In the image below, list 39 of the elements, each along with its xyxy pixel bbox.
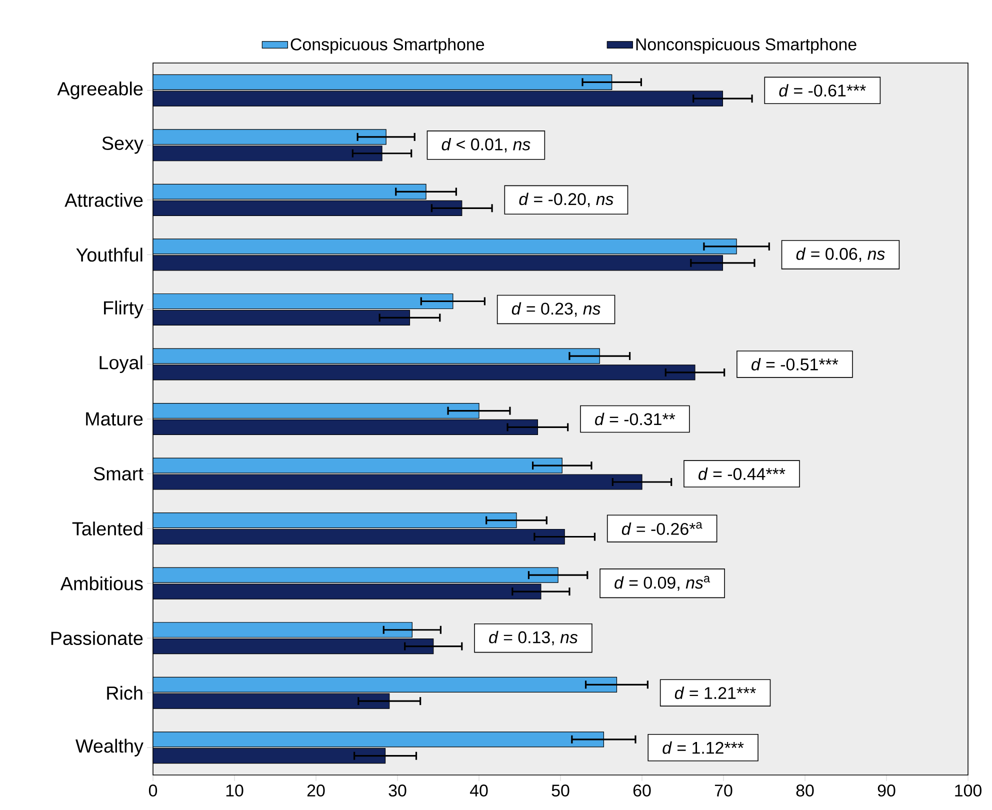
y-tick-label: Wealthy (76, 738, 144, 756)
x-tick-label: 100 (955, 784, 982, 797)
annotation: d = -0.61*** (779, 84, 866, 97)
annotation: d = 0.23, ns (512, 302, 600, 317)
y-tick-label: Mature (86, 412, 143, 426)
annotation: d < 0.01, ns (442, 138, 530, 152)
annotation: d = -0.44*** (698, 468, 786, 480)
annotation: d = 0.13, ns (489, 630, 578, 646)
x-tick-label: 20 (307, 784, 325, 797)
annotation: d = -0.20, ns (519, 192, 614, 208)
x-tick-label: 60 (633, 784, 651, 797)
annotation: d = 0.09, ns$^{a}$ (614, 576, 710, 591)
annotation: d = 0.06, ns (796, 247, 885, 262)
x-tick-label: 0 (148, 784, 158, 797)
y-tick-label: Smart (94, 467, 144, 480)
annotation: d = -0.26*$^{a}$ (622, 522, 702, 535)
y-tick-label: Attractive (64, 192, 143, 207)
x-tick-label: 40 (470, 784, 488, 797)
annotation: d = 1.21*** (674, 686, 756, 700)
annotation: d = 1.12*** (662, 741, 744, 754)
y-tick-label: Sexy (102, 136, 144, 154)
y-tick-label: Talented (72, 522, 142, 536)
x-tick-label: 80 (796, 784, 814, 797)
y-tick-label: Youthful (76, 248, 142, 262)
annotation: d = -0.31** (595, 412, 676, 426)
x-tick-label: 10 (226, 784, 244, 797)
y-tick-label: Agreeable (57, 82, 143, 100)
y-tick-label: Rich (107, 686, 142, 700)
x-tick-label: 70 (714, 784, 732, 797)
x-tick-label: 90 (878, 784, 896, 797)
legend-label: Conspicuous Smartphone (290, 38, 484, 54)
annotation: d = -0.51*** (752, 358, 838, 370)
x-tick-label: 30 (388, 784, 406, 797)
x-tick-label: 50 (552, 784, 570, 797)
y-tick-label: Flirty (104, 300, 144, 318)
y-tick-label: Ambitious (60, 576, 143, 590)
legend-label: Nonconspicuous Smartphone (636, 38, 856, 54)
y-tick-label: Passionate (51, 631, 143, 646)
y-tick-label: Loyal (100, 355, 142, 374)
